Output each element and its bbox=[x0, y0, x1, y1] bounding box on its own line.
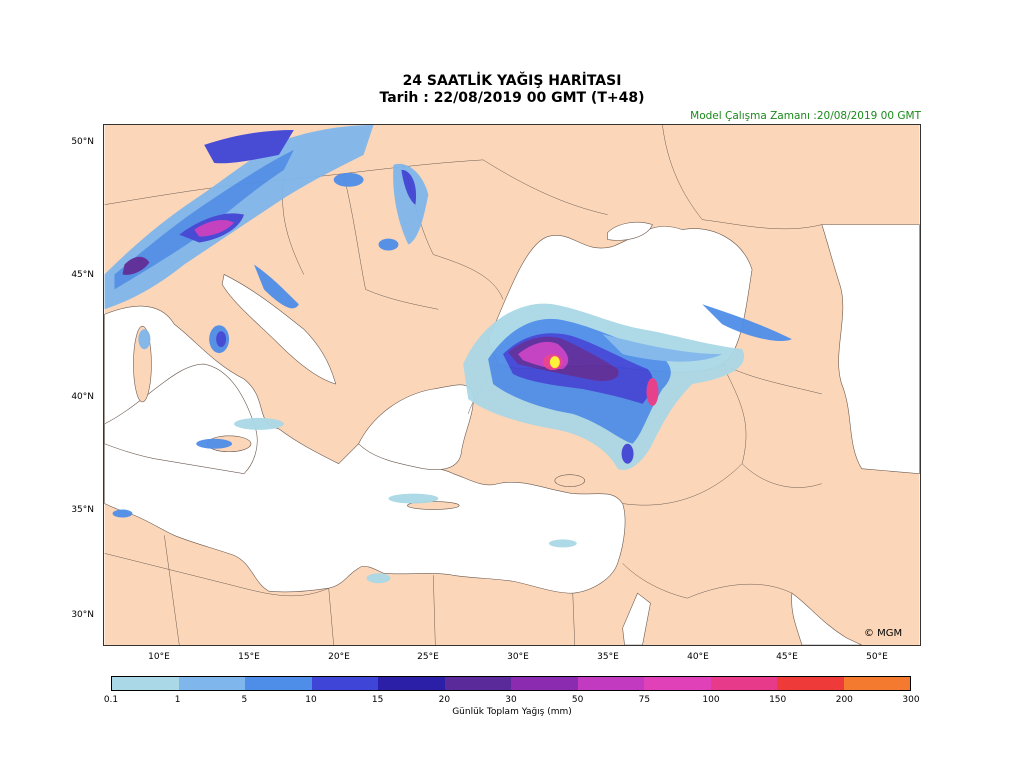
lon-label: 30°E bbox=[507, 652, 529, 662]
model-run-time: Model Çalışma Zamanı :20/08/2019 00 GMT bbox=[690, 110, 921, 122]
lat-label: 35°N bbox=[71, 505, 94, 515]
adriatic-sea bbox=[221, 273, 337, 385]
colorbar-segment bbox=[245, 677, 312, 690]
lat-label: 40°N bbox=[71, 392, 94, 402]
colorbar-tick-label: 50 bbox=[571, 695, 584, 705]
red-sea bbox=[622, 592, 651, 645]
colorbar-tick-label: 30 bbox=[505, 695, 517, 705]
lon-label: 50°E bbox=[866, 652, 888, 662]
aegean-sea bbox=[358, 384, 474, 471]
colorbar-tick-label: 1 bbox=[174, 695, 181, 705]
colorbar-tick-label: 20 bbox=[438, 695, 451, 705]
colorbar-segment bbox=[777, 677, 844, 690]
precipitation-map bbox=[103, 124, 921, 646]
lon-label: 45°E bbox=[776, 652, 798, 662]
sea-of-azov bbox=[607, 222, 653, 241]
precipitation-overlay bbox=[104, 125, 792, 584]
lon-label: 40°E bbox=[687, 652, 709, 662]
colorbar-tick-label: 0.1 bbox=[103, 695, 119, 705]
colorbar-segment bbox=[112, 677, 179, 690]
colorbar-segment bbox=[178, 677, 245, 690]
colorbar-segment bbox=[843, 677, 910, 690]
caspian-sea bbox=[821, 224, 920, 474]
colorbar-tick-label: 5 bbox=[241, 695, 248, 705]
colorbar-tick-label: 15 bbox=[371, 695, 384, 705]
colorbar-tick-label: 75 bbox=[638, 695, 651, 705]
colorbar-tick-label: 150 bbox=[769, 695, 787, 705]
colorbar-segment bbox=[378, 677, 445, 690]
colorbar-segment bbox=[311, 677, 378, 690]
colorbar-tick-label: 100 bbox=[702, 695, 720, 705]
lat-label: 30°N bbox=[71, 610, 94, 620]
colorbar-segment bbox=[511, 677, 578, 690]
lon-label: 15°E bbox=[238, 652, 260, 662]
lon-label: 20°E bbox=[328, 652, 350, 662]
lon-label: 10°E bbox=[148, 652, 170, 662]
copyright-label: © MGM bbox=[864, 628, 903, 639]
mediterranean-sea bbox=[104, 305, 626, 594]
colorbar bbox=[111, 676, 911, 691]
lon-label: 25°E bbox=[417, 652, 439, 662]
cyprus bbox=[554, 474, 586, 487]
map-subtitle: Tarih : 22/08/2019 00 GMT (T+48) bbox=[379, 90, 645, 106]
lat-label: 50°N bbox=[71, 137, 94, 147]
colorbar-segment bbox=[644, 677, 711, 690]
lat-label: 45°N bbox=[71, 270, 94, 280]
colorbar-segment bbox=[710, 677, 777, 690]
persian-gulf bbox=[791, 592, 862, 645]
colorbar-segment bbox=[577, 677, 644, 690]
colorbar-tick-label: 10 bbox=[305, 695, 317, 705]
colorbar-tick-label: 300 bbox=[902, 695, 920, 705]
lon-label: 35°E bbox=[597, 652, 619, 662]
map-title: 24 SAATLİK YAĞIŞ HARİTASI bbox=[402, 73, 622, 89]
colorbar-segment bbox=[444, 677, 511, 690]
colorbar-label: Günlük Toplam Yağış (mm) bbox=[452, 707, 572, 717]
colorbar-tick-label: 200 bbox=[835, 695, 853, 705]
